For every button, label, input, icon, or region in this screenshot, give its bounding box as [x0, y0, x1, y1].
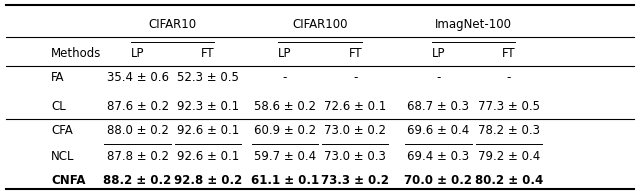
Text: Methods: Methods	[51, 47, 102, 60]
Text: 87.8 ± 0.2: 87.8 ± 0.2	[107, 150, 168, 163]
Text: 92.8 ± 0.2: 92.8 ± 0.2	[174, 174, 242, 187]
Text: -: -	[353, 71, 357, 84]
Text: -: -	[507, 71, 511, 84]
Text: 88.0 ± 0.2: 88.0 ± 0.2	[107, 124, 168, 137]
Text: 70.0 ± 0.2: 70.0 ± 0.2	[404, 174, 472, 187]
Text: 52.3 ± 0.5: 52.3 ± 0.5	[177, 71, 239, 84]
Text: FT: FT	[348, 47, 362, 60]
Text: 80.2 ± 0.4: 80.2 ± 0.4	[475, 174, 543, 187]
Text: CIFAR100: CIFAR100	[292, 18, 348, 31]
Text: -: -	[283, 71, 287, 84]
Text: CFA: CFA	[51, 124, 73, 137]
Text: 73.3 ± 0.2: 73.3 ± 0.2	[321, 174, 389, 187]
Text: 79.2 ± 0.4: 79.2 ± 0.4	[477, 150, 540, 163]
Text: CIFAR10: CIFAR10	[148, 18, 197, 31]
Text: ImagNet-100: ImagNet-100	[435, 18, 512, 31]
Text: 88.2 ± 0.2: 88.2 ± 0.2	[104, 174, 172, 187]
Text: 73.0 ± 0.3: 73.0 ± 0.3	[324, 150, 386, 163]
Text: 35.4 ± 0.6: 35.4 ± 0.6	[107, 71, 168, 84]
Text: CNFA: CNFA	[51, 174, 86, 187]
Text: 68.7 ± 0.3: 68.7 ± 0.3	[408, 100, 469, 112]
Text: 87.6 ± 0.2: 87.6 ± 0.2	[106, 100, 169, 112]
Text: -: -	[436, 71, 440, 84]
Text: 92.6 ± 0.1: 92.6 ± 0.1	[177, 124, 239, 137]
Text: NCL: NCL	[51, 150, 75, 163]
Text: LP: LP	[131, 47, 145, 60]
Text: 77.3 ± 0.5: 77.3 ± 0.5	[478, 100, 540, 112]
Text: 92.3 ± 0.1: 92.3 ± 0.1	[177, 100, 239, 112]
Text: 69.6 ± 0.4: 69.6 ± 0.4	[407, 124, 470, 137]
Text: 61.1 ± 0.1: 61.1 ± 0.1	[251, 174, 319, 187]
Text: 58.6 ± 0.2: 58.6 ± 0.2	[254, 100, 316, 112]
Text: 92.6 ± 0.1: 92.6 ± 0.1	[177, 150, 239, 163]
Text: 73.0 ± 0.2: 73.0 ± 0.2	[324, 124, 386, 137]
Text: 60.9 ± 0.2: 60.9 ± 0.2	[253, 124, 316, 137]
Text: LP: LP	[278, 47, 292, 60]
Text: 69.4 ± 0.3: 69.4 ± 0.3	[407, 150, 470, 163]
Text: FT: FT	[201, 47, 215, 60]
Text: FA: FA	[51, 71, 65, 84]
Text: 72.6 ± 0.1: 72.6 ± 0.1	[324, 100, 387, 112]
Text: CL: CL	[51, 100, 66, 112]
Text: LP: LP	[431, 47, 445, 60]
Text: 78.2 ± 0.3: 78.2 ± 0.3	[478, 124, 540, 137]
Text: 59.7 ± 0.4: 59.7 ± 0.4	[253, 150, 316, 163]
Text: FT: FT	[502, 47, 516, 60]
